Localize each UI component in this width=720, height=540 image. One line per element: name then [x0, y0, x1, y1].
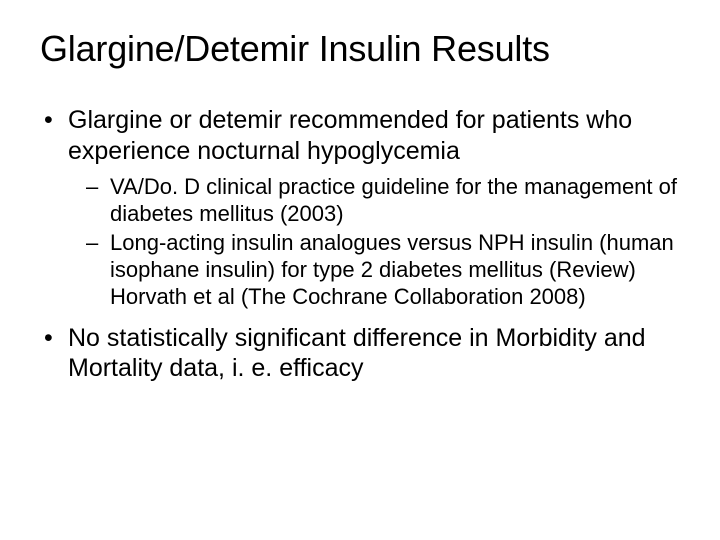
slide-title: Glargine/Detemir Insulin Results: [40, 28, 680, 69]
sub-bullet-text: Long-acting insulin analogues versus NPH…: [110, 230, 674, 309]
slide-container: Glargine/Detemir Insulin Results Glargin…: [0, 0, 720, 540]
bullet-list: Glargine or detemir recommended for pati…: [40, 105, 680, 383]
sub-bullet-list: VA/Do. D clinical practice guideline for…: [68, 174, 680, 310]
list-item: Long-acting insulin analogues versus NPH…: [68, 230, 680, 310]
list-item: VA/Do. D clinical practice guideline for…: [68, 174, 680, 228]
sub-bullet-text: VA/Do. D clinical practice guideline for…: [110, 174, 677, 226]
bullet-text: Glargine or detemir recommended for pati…: [68, 106, 632, 165]
list-item: Glargine or detemir recommended for pati…: [40, 105, 680, 310]
bullet-text: No statistically significant difference …: [68, 324, 646, 383]
list-item: No statistically significant difference …: [40, 323, 680, 384]
